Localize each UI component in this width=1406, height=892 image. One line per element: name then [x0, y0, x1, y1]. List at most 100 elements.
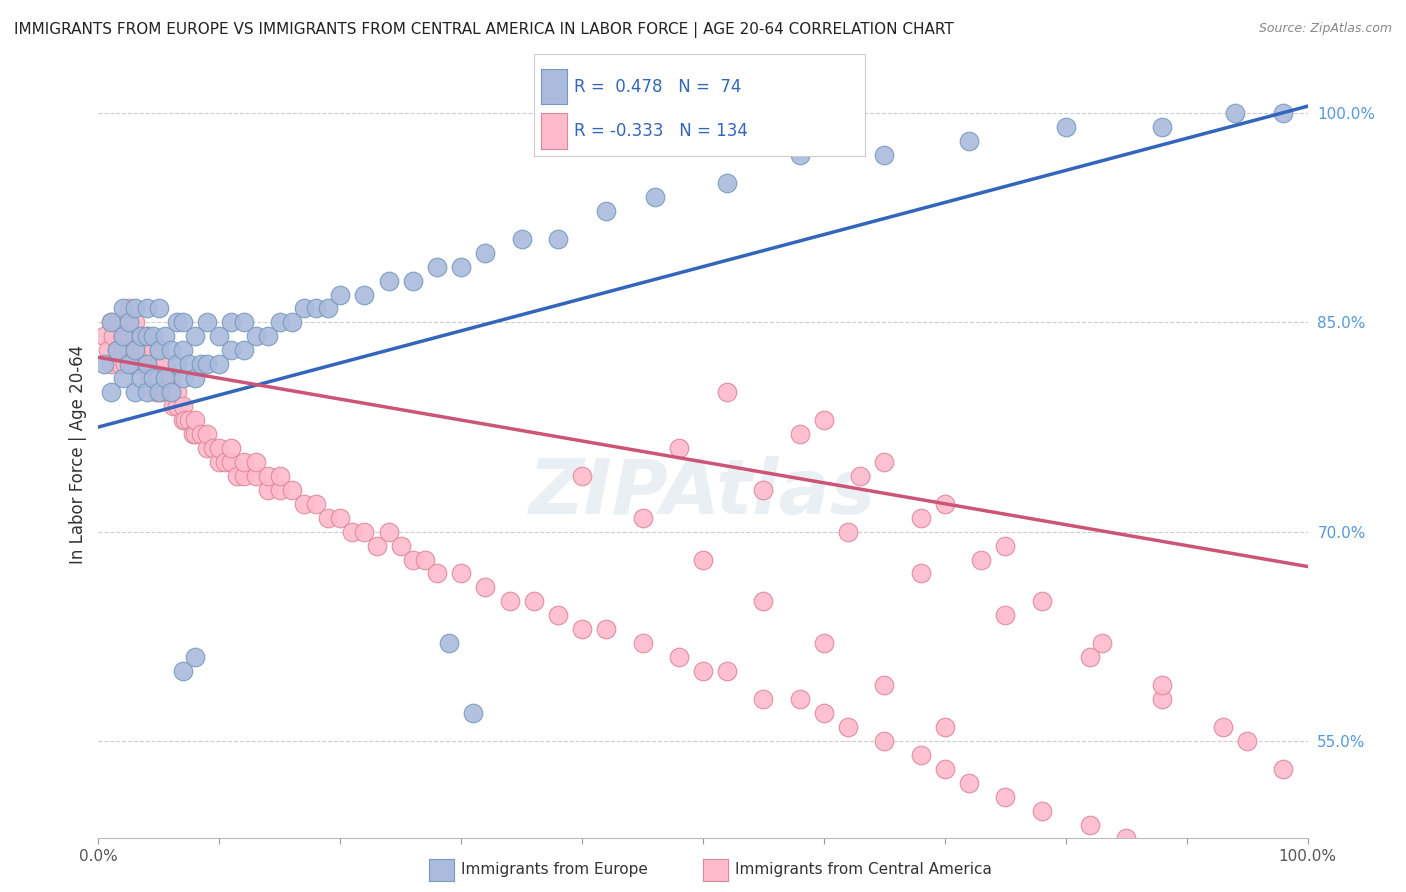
Point — [692, 664, 714, 678]
Point — [118, 357, 141, 371]
Point — [873, 734, 896, 748]
Point — [100, 315, 122, 329]
Point — [93, 357, 115, 371]
Point — [124, 315, 146, 329]
Point — [644, 190, 666, 204]
Point — [166, 399, 188, 413]
Point — [329, 510, 352, 524]
Point — [789, 427, 811, 442]
Text: Immigrants from Central America: Immigrants from Central America — [735, 863, 993, 877]
Point — [510, 232, 533, 246]
Point — [195, 315, 218, 329]
Point — [1115, 831, 1137, 846]
Point — [1031, 804, 1053, 818]
Point — [190, 427, 212, 442]
Text: IMMIGRANTS FROM EUROPE VS IMMIGRANTS FROM CENTRAL AMERICA IN LABOR FORCE | AGE 2: IMMIGRANTS FROM EUROPE VS IMMIGRANTS FRO… — [14, 22, 953, 38]
Point — [269, 483, 291, 497]
Point — [1031, 594, 1053, 608]
Point — [160, 385, 183, 400]
Point — [873, 455, 896, 469]
Point — [269, 468, 291, 483]
Point — [121, 357, 143, 371]
Point — [1152, 846, 1174, 860]
Point — [124, 343, 146, 358]
Point — [752, 692, 775, 706]
Point — [463, 706, 485, 720]
Point — [1260, 888, 1282, 892]
Point — [124, 343, 146, 358]
Point — [214, 455, 236, 469]
Point — [523, 594, 546, 608]
Point — [595, 203, 617, 218]
Point — [389, 539, 412, 553]
Point — [118, 301, 141, 316]
Point — [245, 329, 267, 343]
Point — [93, 329, 115, 343]
Point — [148, 343, 170, 358]
Point — [208, 455, 231, 469]
Point — [160, 343, 183, 358]
Point — [910, 747, 932, 762]
Point — [148, 385, 170, 400]
Point — [142, 357, 165, 371]
Point — [184, 371, 207, 385]
Point — [342, 524, 364, 539]
Point — [135, 329, 157, 343]
Point — [1078, 817, 1101, 831]
Point — [474, 581, 496, 595]
Point — [1236, 873, 1258, 888]
Point — [353, 524, 375, 539]
Point — [135, 343, 157, 358]
Point — [226, 468, 249, 483]
Point — [195, 427, 218, 442]
Point — [184, 329, 207, 343]
Point — [135, 329, 157, 343]
Text: Immigrants from Europe: Immigrants from Europe — [461, 863, 648, 877]
Point — [153, 371, 176, 385]
Point — [316, 510, 339, 524]
Point — [232, 468, 254, 483]
Point — [129, 329, 152, 343]
Point — [166, 385, 188, 400]
Point — [837, 720, 859, 734]
Point — [135, 301, 157, 316]
Point — [474, 245, 496, 260]
Point — [316, 301, 339, 316]
Point — [111, 301, 134, 316]
Point — [1212, 720, 1234, 734]
Point — [716, 385, 738, 400]
Point — [148, 343, 170, 358]
Point — [994, 539, 1017, 553]
Point — [450, 260, 472, 274]
Point — [281, 483, 304, 497]
Point — [135, 357, 157, 371]
Point — [127, 357, 149, 371]
Point — [221, 343, 243, 358]
Point — [752, 483, 775, 497]
Point — [166, 357, 188, 371]
Point — [934, 497, 956, 511]
Point — [1152, 120, 1174, 135]
Point — [292, 497, 315, 511]
Point — [245, 468, 267, 483]
Point — [129, 343, 152, 358]
Point — [1091, 636, 1114, 650]
Point — [1199, 859, 1222, 873]
Point — [118, 315, 141, 329]
Point — [437, 636, 460, 650]
Y-axis label: In Labor Force | Age 20-64: In Labor Force | Age 20-64 — [69, 345, 87, 565]
Point — [221, 315, 243, 329]
Point — [1272, 106, 1295, 120]
Point — [160, 385, 183, 400]
Point — [195, 441, 218, 455]
Point — [195, 357, 218, 371]
Point — [208, 329, 231, 343]
Point — [105, 315, 128, 329]
Point — [232, 315, 254, 329]
Point — [668, 441, 690, 455]
Point — [547, 232, 569, 246]
Point — [329, 287, 352, 301]
Point — [873, 678, 896, 692]
Point — [934, 720, 956, 734]
Point — [595, 622, 617, 636]
